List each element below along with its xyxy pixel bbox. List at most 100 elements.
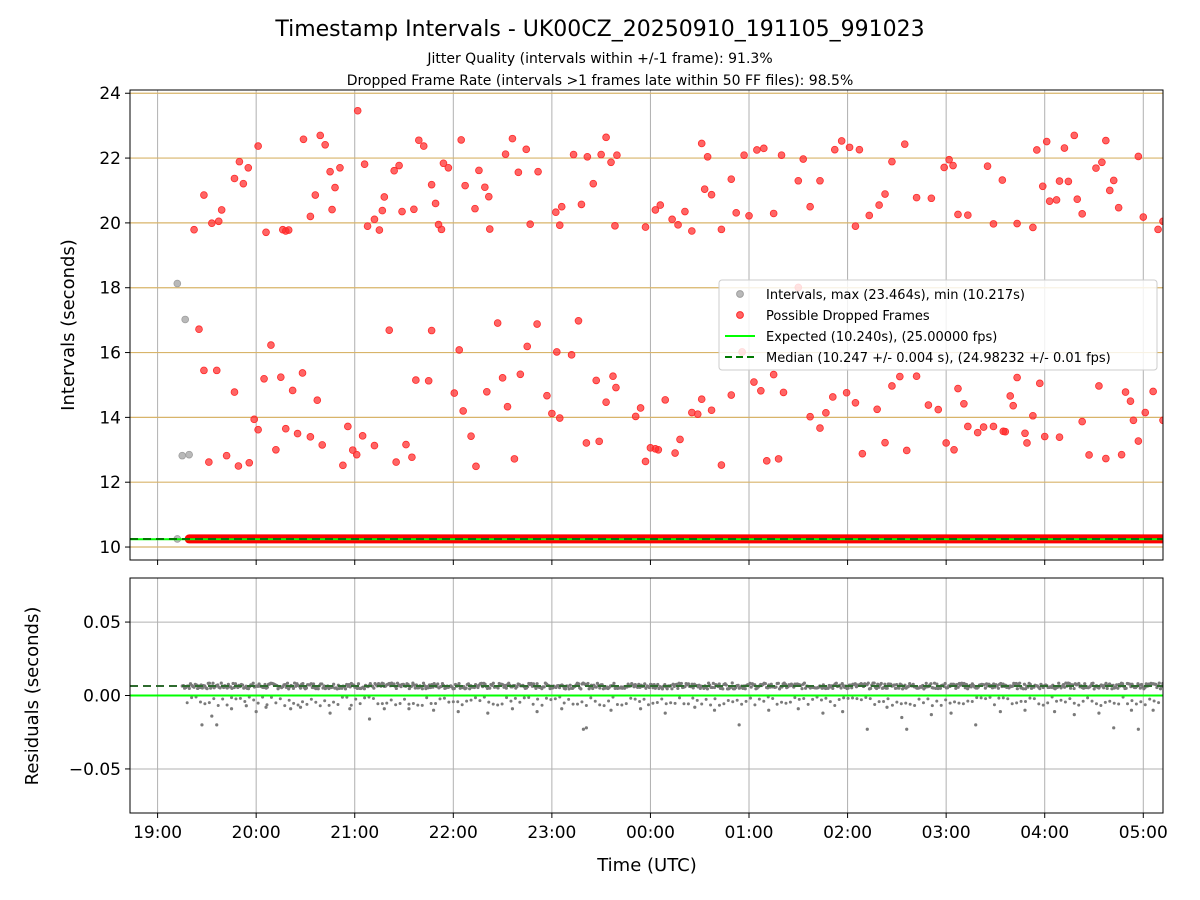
- residual-point: [660, 697, 664, 701]
- residual-point: [890, 703, 894, 707]
- residual-point: [496, 686, 500, 690]
- dropped-frame-point: [567, 351, 576, 359]
- residual-point: [612, 681, 616, 685]
- residual-point: [797, 697, 801, 701]
- residual-point: [1090, 699, 1094, 703]
- residual-point: [398, 702, 402, 706]
- dropped-frame-point: [998, 176, 1007, 184]
- residual-outlier-point: [796, 707, 800, 711]
- dropped-frame-point: [569, 150, 578, 159]
- residual-point: [802, 697, 806, 701]
- dropped-frame-point: [681, 207, 689, 216]
- residual-point: [683, 685, 687, 689]
- dropped-frame-point: [727, 391, 736, 399]
- residual-point: [496, 703, 500, 707]
- residual-point: [234, 697, 238, 701]
- residual-point: [1134, 702, 1138, 706]
- dropped-frame-point: [881, 190, 889, 198]
- dropped-frame-point: [954, 384, 962, 393]
- dropped-frame-point: [1139, 213, 1148, 221]
- residual-point: [1115, 683, 1119, 687]
- residual-point: [748, 696, 752, 700]
- dropped-frame-point: [508, 134, 517, 143]
- residual-point: [243, 699, 247, 703]
- dropped-frame-point: [842, 388, 851, 397]
- x-tick-label: 20:00: [232, 823, 281, 843]
- residual-point: [806, 702, 810, 706]
- residual-point: [509, 699, 513, 703]
- y-tick-label-intervals: 12: [99, 473, 121, 493]
- dropped-frame-point: [1040, 432, 1049, 441]
- residual-point: [187, 686, 191, 691]
- residual-point: [287, 698, 291, 702]
- legend-label: Expected (10.240s), (25.00000 fps): [766, 330, 997, 345]
- residual-point: [1063, 685, 1067, 689]
- residual-point: [1143, 703, 1147, 707]
- dropped-frame-point: [344, 422, 352, 431]
- residual-point: [678, 696, 682, 700]
- residual-point: [776, 681, 780, 685]
- residual-point: [591, 686, 595, 691]
- residual-point: [549, 698, 553, 702]
- dropped-frame-point: [794, 176, 803, 185]
- dropped-frame-point: [321, 140, 329, 149]
- dropped-frame-point: [437, 225, 446, 234]
- residual-outlier-point: [264, 705, 268, 709]
- residual-outlier-point: [1052, 710, 1057, 714]
- dropped-frame-point: [353, 106, 362, 115]
- y-tick-label-intervals: 22: [99, 149, 121, 169]
- residual-point: [607, 699, 611, 703]
- residual-point: [749, 685, 753, 689]
- dropped-frame-point: [543, 391, 551, 400]
- residual-point: [1046, 701, 1050, 705]
- residual-point: [969, 685, 973, 689]
- residual-point: [819, 698, 823, 702]
- interval-point: [185, 450, 193, 459]
- residual-point: [233, 682, 238, 686]
- residual-point: [513, 696, 517, 700]
- residual-point: [676, 686, 680, 690]
- dropped-frame-point: [299, 135, 308, 144]
- residual-point: [200, 686, 204, 690]
- residual-point: [1059, 698, 1063, 702]
- dropped-frame-point: [328, 205, 336, 214]
- residual-point: [468, 687, 472, 691]
- dropped-frame-point: [583, 152, 592, 161]
- x-tick-label: 05:00: [1119, 823, 1168, 843]
- residual-outlier-point: [200, 723, 204, 727]
- dropped-frame-point: [272, 445, 280, 454]
- dropped-frame-point: [774, 455, 783, 463]
- residual-point: [1067, 681, 1071, 686]
- dropped-frame-point: [661, 396, 670, 404]
- residual-point: [1015, 701, 1019, 705]
- dropped-frame-point: [514, 168, 523, 177]
- residual-point: [1105, 686, 1109, 690]
- residual-point: [447, 700, 451, 704]
- residual-point: [731, 700, 735, 704]
- x-tick-label: 22:00: [429, 823, 478, 843]
- dropped-frame-point: [534, 167, 542, 176]
- dropped-frame-point: [208, 219, 216, 228]
- residual-point: [939, 703, 943, 707]
- dropped-frame-point: [940, 163, 948, 172]
- residual-point: [1091, 681, 1095, 685]
- dropped-frame-point: [244, 163, 253, 172]
- residual-point: [1139, 682, 1144, 687]
- dropped-frame-point: [609, 372, 617, 381]
- dropped-frame-point: [1035, 379, 1044, 388]
- dropped-frame-point: [1033, 146, 1041, 154]
- residual-point: [230, 696, 234, 700]
- residual-point: [1120, 682, 1125, 686]
- dropped-frame-point: [1029, 411, 1037, 420]
- residual-point: [868, 697, 872, 701]
- dropped-frame-point: [589, 179, 598, 188]
- residual-point: [1117, 702, 1121, 706]
- residual-point: [874, 686, 879, 691]
- residual-point: [892, 683, 896, 687]
- dropped-frame-point: [439, 159, 448, 168]
- dropped-frame-point: [284, 226, 293, 234]
- residual-point: [929, 682, 933, 686]
- residual-point: [584, 703, 588, 707]
- dropped-frame-point: [1055, 177, 1064, 185]
